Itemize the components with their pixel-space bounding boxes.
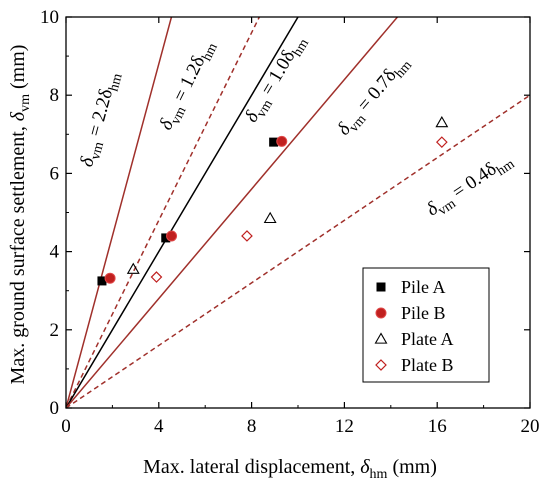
reference-line-label-1: δvm = 1.2δhm [155,36,221,135]
ref-label-sub-hm: hm [200,41,221,64]
reference-line-label-4: δvm = 0.4δhm [423,148,518,223]
ref-label-equation: = 1.2δ [167,53,209,110]
reference-line-0 [66,17,173,408]
x-tick-label: 20 [521,416,540,437]
legend-marker-1 [375,307,387,319]
y-tick-label: 10 [40,7,59,28]
legend-label-1: Pile B [401,303,446,323]
point-plate-b-0 [150,271,163,283]
ref-label-sub-hm: hm [107,72,126,93]
reference-line-label-2: δvm = 1.0δhm [241,31,312,128]
ref-label-equation: = 2.2δ [83,87,117,144]
x-tick-label: 4 [154,416,164,437]
reference-line-label-3: δvm = 0.7δhm [333,51,415,142]
point-pile-b-1 [166,230,178,242]
legend-label-2: Plate A [401,329,454,349]
y-tick-label: 4 [50,242,60,263]
reference-lines [66,17,530,408]
y-axis-title-symbol: δ [7,111,29,121]
x-tick-label: 16 [428,416,447,437]
y-axis-title-subscript: vm [18,94,33,112]
point-plate-a-2 [435,115,449,128]
legend-label-3: Plate B [401,355,454,375]
point-pile-a-2 [269,137,279,147]
x-axis-title-unit: (mm) [387,456,436,478]
ref-label-sub-vm: vm [168,104,189,127]
point-plate-b-2 [435,136,448,148]
point-pile-a-1 [161,233,171,243]
x-axis-title: Max. lateral displacement, δhm (mm) [143,456,437,482]
legend-marker-3 [375,359,387,371]
reference-line-1 [66,17,261,408]
x-axis-title-subscript: hm [370,467,388,482]
legend-label-0: Pile A [401,277,446,297]
x-tick-label: 12 [335,416,354,437]
reference-line-3 [66,17,399,408]
axis-ticks [65,16,531,409]
ref-label-sub-vm: vm [88,140,107,161]
ref-label-equation: = 0.4δ [445,158,501,205]
data-points [97,115,449,286]
legend-marker-2 [374,332,388,344]
point-pile-b-2 [276,135,288,147]
x-tick-label: 8 [247,416,257,437]
point-pile-a-0 [97,276,107,286]
x-axis-title-symbol: δ [360,456,370,478]
reference-line-label-0: δvm = 2.2δhm [76,69,126,170]
y-axis-title: Max. ground surface settlement, δvm (mm) [7,45,33,385]
axis-tick-labels: 0 4 8 12 16 20 0 2 4 6 8 10 [40,7,540,437]
x-axis-title-main: Max. lateral displacement, [143,456,360,478]
point-plate-a-0 [126,262,140,274]
point-plate-b-1 [241,230,253,242]
y-tick-label: 6 [50,163,60,184]
y-tick-label: 0 [50,398,60,419]
reference-line-2 [66,17,299,408]
legend: Pile A Pile B Plate A Plate B [362,267,490,383]
ref-label-equation: = 1.0δ [254,47,299,103]
y-axis-title-unit: (mm) [7,45,29,94]
y-tick-label: 2 [50,320,60,341]
x-tick-label: 0 [61,416,71,437]
y-tick-label: 8 [50,85,60,106]
y-axis-title-main: Max. ground surface settlement, [7,121,29,384]
legend-marker-0 [376,282,386,292]
point-pile-b-0 [104,272,116,284]
point-plate-a-1 [263,211,277,224]
